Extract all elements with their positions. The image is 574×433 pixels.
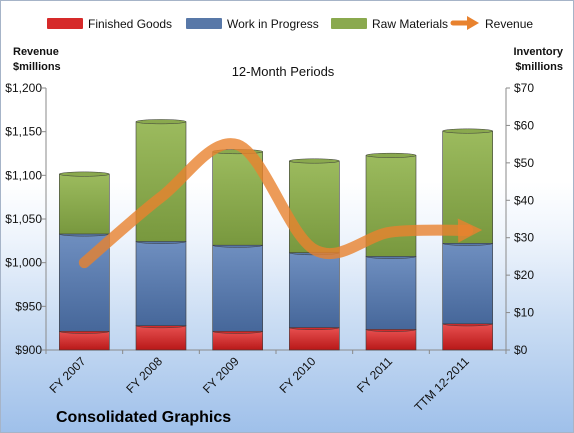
x-tick-label: FY 2010 [277, 354, 319, 396]
company-name: Consolidated Graphics [56, 409, 231, 426]
x-axis-labels: FY 2007 FY 2008 FY 2009 FY 2010 FY 2011 TTM 1… [47, 354, 472, 414]
bar-top-raw-materials [442, 128, 493, 134]
bar-raw-materials [59, 173, 110, 235]
revenue-line [78, 138, 483, 269]
bar-top-raw-materials [289, 158, 340, 164]
right-axis-title-line1: Inventory [513, 46, 563, 58]
bar-top-raw-materials [135, 119, 187, 125]
right-tick-label: $60 [514, 118, 534, 132]
left-tick-label: $1,150 [5, 125, 42, 139]
legend-label-raw-materials: Raw Materials [372, 17, 448, 31]
right-axis-title-line2: $millions [515, 61, 563, 73]
x-tick-label: FY 2011 [354, 354, 395, 395]
left-tick-label: $950 [15, 299, 42, 313]
right-tick-label: $40 [514, 193, 534, 207]
right-tick-label: $0 [514, 343, 528, 357]
legend: Finished Goods Work in Progress Raw Materi… [47, 16, 533, 31]
left-tick-label: $900 [15, 343, 42, 357]
left-tick-label: $1,100 [5, 168, 42, 182]
bar-finished-goods [135, 325, 187, 351]
bar-work-in-progress [365, 256, 417, 330]
left-axis-title-line2: $millions [13, 61, 61, 73]
bar-work-in-progress [442, 243, 493, 325]
bar-finished-goods [365, 329, 417, 351]
x-tick-label: FY 2009 [200, 354, 242, 396]
x-tick-label: FY 2007 [47, 354, 89, 396]
x-tick-label: FY 2008 [123, 354, 165, 396]
chart-subtitle: 12-Month Periods [232, 64, 335, 79]
axes: $900 $950 $1,000 $1,050 $1,100 $1,150 $1,200 $0… [5, 81, 534, 357]
left-tick-label: $1,000 [5, 256, 42, 270]
bar-finished-goods [212, 330, 263, 351]
titles: Revenue $millions Inventory $millions 12-Mon… [13, 46, 564, 426]
bar-finished-goods [289, 327, 340, 351]
bar-work-in-progress [135, 241, 187, 326]
legend-label-finished-goods: Finished Goods [88, 17, 172, 31]
legend-arrow-icon [467, 16, 479, 30]
right-tick-label: $10 [514, 306, 534, 320]
bar-work-in-progress [289, 252, 340, 328]
legend-label-revenue: Revenue [485, 17, 533, 31]
legend-swatch-finished-goods [47, 18, 83, 29]
bar-finished-goods [442, 323, 493, 351]
x-tick-label: TTM 12-2011 [412, 354, 472, 414]
bar-finished-goods [59, 330, 110, 351]
right-tick-label: $50 [514, 156, 534, 170]
left-axis-title-line1: Revenue [13, 46, 59, 58]
bar-work-in-progress [212, 244, 263, 332]
left-tick-label: $1,050 [5, 212, 42, 226]
legend-label-work-in-progress: Work in Progress [227, 17, 319, 31]
left-tick-label: $1,200 [5, 81, 42, 95]
right-tick-label: $30 [514, 231, 534, 245]
legend-swatch-work-in-progress [186, 18, 222, 29]
right-tick-label: $70 [514, 81, 534, 95]
right-tick-label: $20 [514, 268, 534, 282]
bar-top-raw-materials [365, 152, 417, 158]
bar-top-raw-materials [59, 171, 110, 177]
revenue-line-layer [78, 138, 483, 269]
legend-swatch-raw-materials [331, 18, 367, 29]
